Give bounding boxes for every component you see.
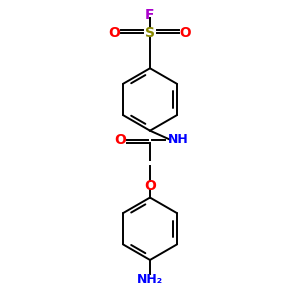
Text: O: O <box>114 133 126 147</box>
Text: F: F <box>145 8 155 22</box>
Text: O: O <box>144 179 156 193</box>
Text: O: O <box>180 26 191 40</box>
Text: NH: NH <box>168 133 189 146</box>
Text: O: O <box>108 26 120 40</box>
Text: S: S <box>145 26 155 40</box>
Text: NH₂: NH₂ <box>137 273 163 286</box>
